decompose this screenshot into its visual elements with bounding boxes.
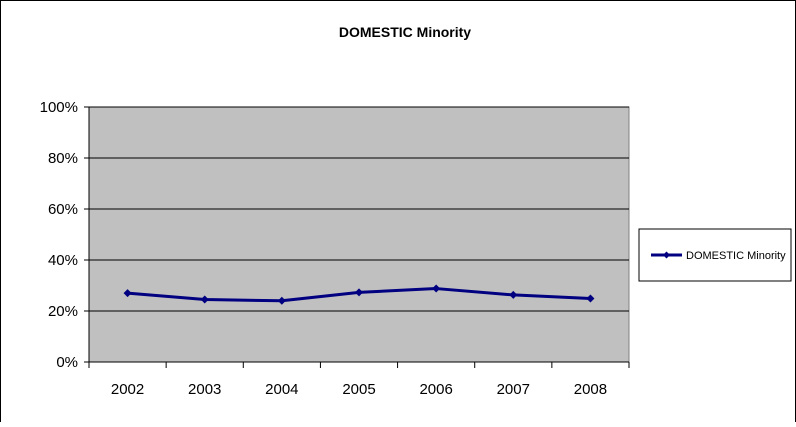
data-point [277, 296, 286, 305]
legend: DOMESTIC Minority [638, 228, 792, 282]
data-point [509, 290, 518, 299]
data-point [432, 284, 441, 293]
x-tick-label: 2008 [574, 381, 607, 398]
y-tick-label: 40% [48, 252, 78, 269]
x-tick-label: 2004 [265, 381, 298, 398]
data-point [200, 295, 209, 304]
data-point [355, 288, 363, 297]
data-point [123, 289, 132, 298]
y-tick-label: 100% [40, 99, 78, 116]
series-layer [123, 284, 595, 305]
y-tick-label: 0% [56, 354, 78, 371]
x-tick-label: 2002 [111, 381, 144, 398]
y-axis: 0% 20% 40% 60% 80% 100% [40, 99, 90, 371]
y-tick-label: 80% [48, 150, 78, 167]
chart-border-left [0, 0, 1, 422]
x-tick-label: 2007 [497, 381, 530, 398]
chart-title: DOMESTIC Minority [339, 24, 471, 40]
legend-label-domestic-minority: DOMESTIC Minority [686, 250, 786, 262]
plot-area [88, 106, 630, 363]
y-tick-label: 60% [48, 201, 78, 218]
grid-lines [89, 106, 629, 312]
y-tick-label: 20% [48, 303, 78, 320]
x-tick-label: 2006 [419, 381, 452, 398]
data-point [586, 294, 595, 303]
x-axis: 2002 2003 2004 2005 2006 2007 2008 [88, 361, 630, 398]
legend-marker-domestic-minority [663, 251, 670, 259]
x-tick-label: 2005 [342, 381, 375, 398]
chart-border-top [0, 0, 795, 1]
x-tick-label: 2003 [188, 381, 221, 398]
